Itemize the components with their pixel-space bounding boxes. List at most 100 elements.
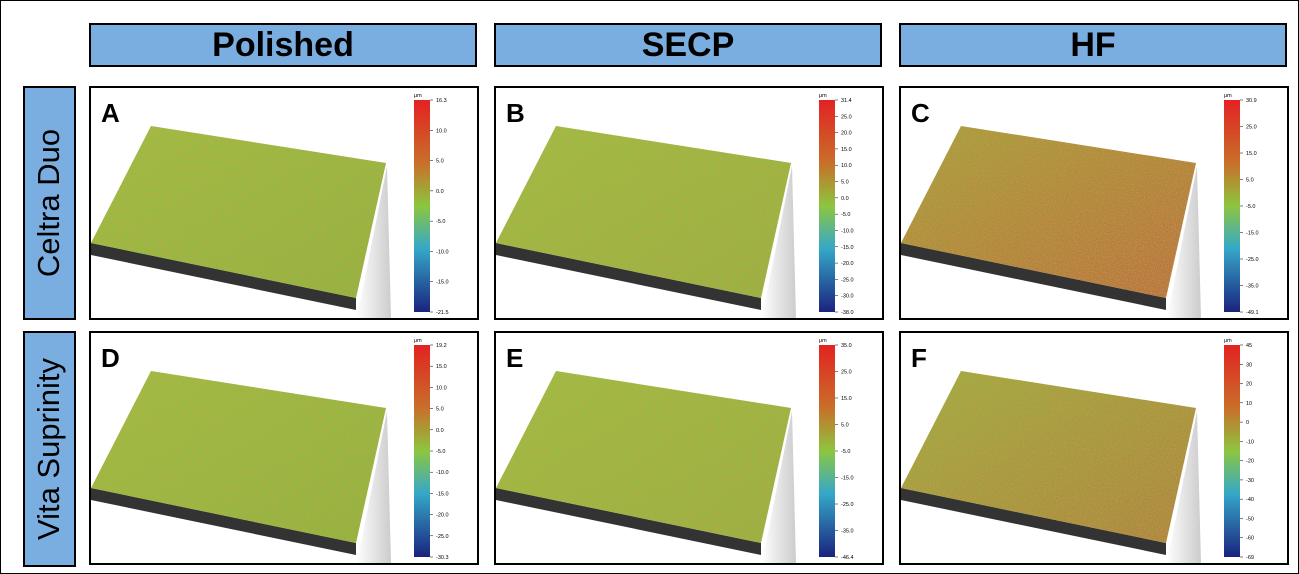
panel-letter: D (101, 343, 120, 373)
scale-label: -30.3 (436, 555, 449, 561)
scale-label: 16.3 (436, 98, 447, 104)
panel: Eμm35.025.015.05.0-5.0-15.0-25.0-35.0-46… (494, 331, 884, 565)
scale-unit: μm (1224, 93, 1232, 99)
scale-label: 15.0 (841, 396, 852, 402)
scale-label: 20.0 (841, 131, 852, 137)
surface (91, 371, 386, 543)
scale-label: -30.0 (841, 294, 854, 300)
color-bar (819, 345, 835, 557)
scale-label: 25.0 (1246, 125, 1257, 131)
scale-label: -49.1 (1246, 310, 1259, 316)
panel-letter: F (911, 343, 927, 373)
scale-label: 0 (1246, 420, 1249, 426)
scale-label: -5.0 (1246, 204, 1255, 210)
panel-letter: B (506, 98, 525, 128)
surface (901, 126, 1196, 298)
scale-label: 15.0 (1246, 151, 1257, 157)
scale-label: -35.0 (841, 529, 854, 535)
scale-unit: μm (819, 93, 827, 99)
scale-label: -10.0 (436, 470, 449, 476)
scale-label: -5.0 (841, 449, 850, 455)
scale-label: -50 (1246, 516, 1254, 522)
scale-label: 0.0 (841, 196, 849, 202)
scale-label: 25.0 (841, 114, 852, 120)
scale-unit: μm (414, 93, 422, 99)
scale-label: 25.0 (841, 370, 852, 376)
scale-label: -10 (1246, 439, 1254, 445)
scale-label: 5.0 (841, 180, 849, 186)
scale-unit: μm (414, 338, 422, 344)
scale-label: 10 (1246, 401, 1252, 407)
scale-label: -25.0 (841, 502, 854, 508)
scale-label: -20.0 (841, 261, 854, 267)
scale-label: -69 (1246, 555, 1254, 561)
panel-letter: C (911, 98, 930, 128)
scale-label: -60 (1246, 536, 1254, 542)
scale-label: 0.0 (436, 189, 444, 195)
scale-unit: μm (1224, 338, 1232, 344)
surface (496, 371, 791, 543)
panel-letter: E (506, 343, 523, 373)
scale-label: 5.0 (436, 407, 444, 413)
surface-view: Cμm30.925.015.05.0-5.0-15.0-25.0-35.0-49… (901, 88, 1287, 318)
scale-label: -5.0 (436, 219, 445, 225)
scale-label: 35.0 (841, 343, 852, 349)
scale-label: 10.0 (841, 163, 852, 169)
row-label-text: Celtra Duo (32, 129, 68, 277)
scale-label: -25.0 (1246, 257, 1259, 263)
scale-label: 30.9 (1246, 98, 1257, 104)
color-bar (414, 345, 430, 557)
scale-label: 5.0 (436, 159, 444, 165)
scale-label: -15.0 (841, 476, 854, 482)
scale-label: -25.0 (436, 534, 449, 540)
scale-label: 10.0 (436, 385, 447, 391)
scale-label: -38.0 (841, 310, 854, 316)
scale-label: -15.0 (1246, 231, 1259, 237)
row-label: Vita Suprinity (23, 331, 76, 567)
scale-label: -20.0 (436, 513, 449, 519)
scale-label: -5.0 (436, 449, 445, 455)
surface-view: Bμm 31.4 25.0 20.0 15.0 10.0 5.0 0.0 -5.0 -10.0 -1… (496, 88, 882, 318)
scale-label: 19.2 (436, 343, 447, 349)
figure: Polished SECP HF Celtra Duo Vita Suprinity Aμ… (0, 0, 1299, 574)
scale-label: -5.0 (841, 212, 850, 218)
scale-label: 15.0 (436, 364, 447, 370)
scale-label: 30 (1246, 362, 1252, 368)
surface-view: Eμm35.025.015.05.0-5.0-15.0-25.0-35.0-46… (496, 333, 882, 563)
scale-label: -30 (1246, 478, 1254, 484)
column-header: SECP (494, 23, 882, 67)
scale-label: -40 (1246, 497, 1254, 503)
scale-label: -10.0 (841, 228, 854, 234)
scale-label: -46.4 (841, 555, 854, 561)
color-bar (414, 100, 430, 312)
surface (91, 126, 386, 298)
scale-label: 45 (1246, 343, 1252, 349)
column-header: HF (899, 23, 1287, 67)
scale-label: -21.5 (436, 310, 449, 316)
scale-label: 31.4 (841, 98, 852, 104)
row-label: Celtra Duo (23, 86, 76, 320)
color-bar (819, 100, 835, 312)
surface-view: Dμm19.215.010.05.00.0-5.0-10.0-15.0-20.0… (91, 333, 477, 563)
color-bar (1224, 345, 1240, 557)
scale-label: 0.0 (436, 428, 444, 434)
scale-label: -20 (1246, 459, 1254, 465)
scale-label: -15.0 (841, 245, 854, 251)
scale-label: 15.0 (841, 147, 852, 153)
scale-label: 10.0 (436, 128, 447, 134)
scale-label: -35.0 (1246, 284, 1259, 290)
scale-label: -15.0 (436, 280, 449, 286)
column-header: Polished (89, 23, 477, 67)
scale-label: 5.0 (841, 423, 849, 429)
color-bar (1224, 100, 1240, 312)
row-label-text: Vita Suprinity (32, 358, 68, 540)
surface (496, 126, 791, 298)
panel-letter: A (101, 98, 120, 128)
surface (901, 371, 1196, 543)
